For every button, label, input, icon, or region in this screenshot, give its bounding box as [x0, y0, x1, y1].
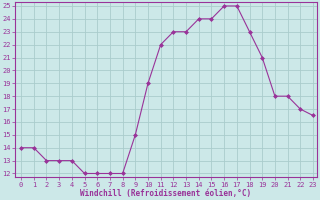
- X-axis label: Windchill (Refroidissement éolien,°C): Windchill (Refroidissement éolien,°C): [80, 189, 251, 198]
